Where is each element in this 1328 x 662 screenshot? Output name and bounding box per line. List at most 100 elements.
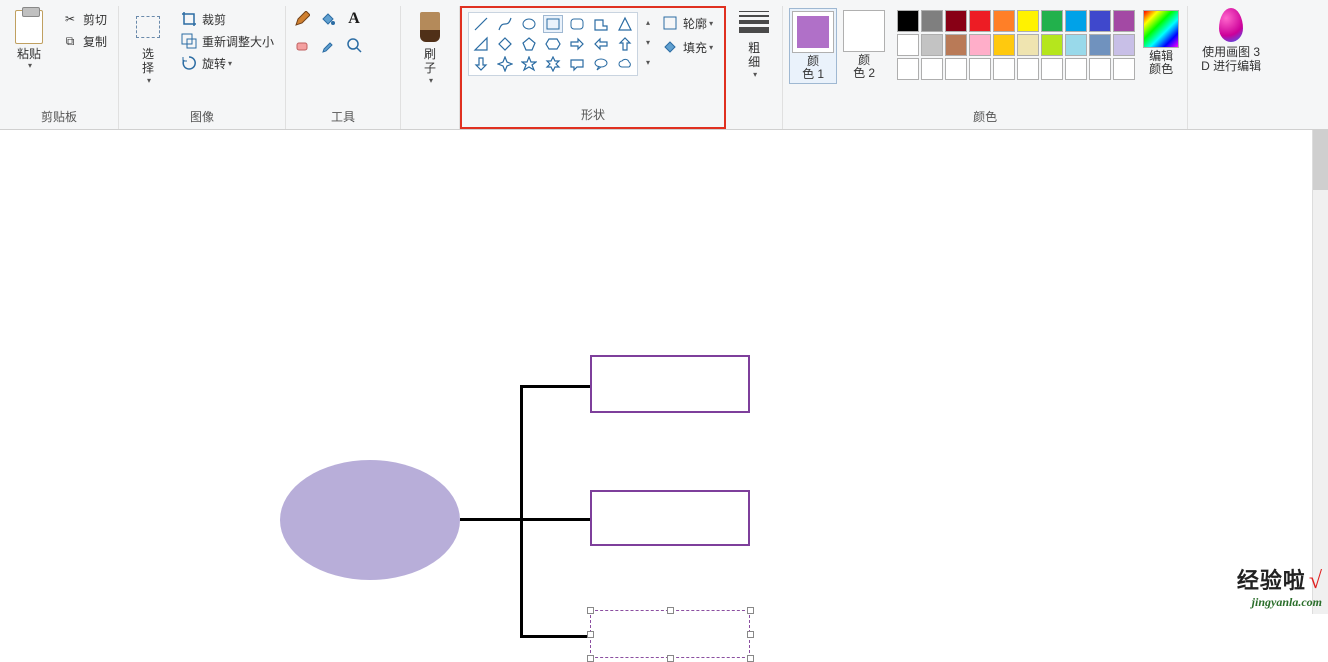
shape-diam[interactable]: [495, 35, 515, 53]
group-paint3d: 使用画图 3 D 进行编辑: [1188, 6, 1274, 129]
shape-rcall[interactable]: [567, 55, 587, 73]
canvas[interactable]: 经验啦 √ jingyanla.com: [0, 130, 1328, 614]
palette-color[interactable]: [945, 58, 967, 80]
shape-star6[interactable]: [543, 55, 563, 73]
resize-handle[interactable]: [747, 631, 754, 638]
palette-color[interactable]: [1113, 58, 1135, 80]
fill-tool[interactable]: [318, 10, 338, 28]
fill-bucket-icon: [661, 38, 679, 56]
outline-button[interactable]: 轮廓 ▾: [656, 12, 718, 34]
palette-color[interactable]: [1041, 10, 1063, 32]
color-picker-tool[interactable]: [318, 36, 338, 54]
color-palette: [891, 8, 1137, 82]
palette-color[interactable]: [921, 58, 943, 80]
palette-color[interactable]: [1113, 34, 1135, 56]
color1-button[interactable]: 颜 色 1: [789, 8, 837, 84]
rect-node[interactable]: [590, 610, 750, 658]
magnifier-tool[interactable]: [344, 36, 364, 54]
shape-hex[interactable]: [543, 35, 563, 53]
palette-color[interactable]: [945, 34, 967, 56]
palette-color[interactable]: [1041, 34, 1063, 56]
connector-line: [520, 518, 590, 521]
palette-color[interactable]: [1089, 58, 1111, 80]
select-label: 选 择: [142, 47, 154, 76]
palette-color[interactable]: [993, 10, 1015, 32]
rect-node[interactable]: [590, 355, 750, 413]
paint3d-button[interactable]: 使用画图 3 D 进行编辑: [1194, 6, 1268, 94]
resize-handle[interactable]: [747, 607, 754, 614]
palette-color[interactable]: [1065, 58, 1087, 80]
text-tool[interactable]: A: [344, 10, 364, 28]
paint3d-label: 使用画图 3 D 进行编辑: [1201, 45, 1261, 74]
resize-handle[interactable]: [587, 631, 594, 638]
shape-pent[interactable]: [519, 35, 539, 53]
fill-button[interactable]: 填充 ▾: [656, 36, 718, 58]
color2-button[interactable]: 颜 色 2: [841, 8, 887, 82]
vertical-scrollbar[interactable]: [1312, 130, 1328, 614]
shape-tri[interactable]: [615, 15, 635, 33]
shape-arrD[interactable]: [471, 55, 491, 73]
scroll-thumb[interactable]: [1313, 130, 1328, 190]
size-button[interactable]: 粗 细 ▾: [732, 6, 776, 94]
cut-button[interactable]: ✂ 剪切: [56, 8, 112, 30]
palette-color[interactable]: [897, 10, 919, 32]
rect-node[interactable]: [590, 490, 750, 546]
gallery-up-icon[interactable]: ▴: [646, 18, 650, 27]
copy-button[interactable]: ⧉ 复制: [56, 30, 112, 52]
shape-star5[interactable]: [519, 55, 539, 73]
select-button[interactable]: 选 择 ▾: [125, 8, 171, 96]
palette-color[interactable]: [1017, 34, 1039, 56]
palette-color[interactable]: [1065, 10, 1087, 32]
shape-star4[interactable]: [495, 55, 515, 73]
palette-color[interactable]: [897, 34, 919, 56]
gallery-more-icon[interactable]: ▾: [646, 58, 650, 67]
rotate-button[interactable]: 旋转 ▾: [175, 52, 279, 74]
eraser-tool[interactable]: [292, 36, 312, 54]
resize-button[interactable]: 重新调整大小: [175, 30, 279, 52]
paste-button[interactable]: 粘贴 ▾: [6, 8, 52, 96]
brushes-button[interactable]: 刷 子 ▾: [407, 8, 453, 96]
palette-color[interactable]: [993, 58, 1015, 80]
resize-handle[interactable]: [587, 607, 594, 614]
palette-color[interactable]: [969, 34, 991, 56]
palette-color[interactable]: [921, 34, 943, 56]
crop-button[interactable]: 裁剪: [175, 8, 279, 30]
palette-color[interactable]: [945, 10, 967, 32]
palette-color[interactable]: [969, 10, 991, 32]
ellipse-node[interactable]: [280, 460, 460, 580]
shape-arrL[interactable]: [591, 35, 611, 53]
shape-poly[interactable]: [591, 15, 611, 33]
shape-oval[interactable]: [519, 15, 539, 33]
shape-arrU[interactable]: [615, 35, 635, 53]
crop-label: 裁剪: [202, 11, 226, 28]
group-label-clipboard: 剪贴板: [6, 104, 112, 127]
resize-handle[interactable]: [587, 655, 594, 662]
palette-color[interactable]: [969, 58, 991, 80]
resize-handle[interactable]: [667, 607, 674, 614]
chevron-down-icon: ▾: [28, 61, 32, 70]
palette-color[interactable]: [1065, 34, 1087, 56]
palette-color[interactable]: [1017, 58, 1039, 80]
palette-color[interactable]: [1089, 34, 1111, 56]
palette-color[interactable]: [1017, 10, 1039, 32]
shape-rect[interactable]: [543, 15, 563, 33]
palette-color[interactable]: [921, 10, 943, 32]
palette-color[interactable]: [1089, 10, 1111, 32]
pencil-tool[interactable]: [292, 10, 312, 28]
palette-color[interactable]: [897, 58, 919, 80]
edit-colors-button[interactable]: 编辑 颜色: [1141, 8, 1181, 78]
palette-color[interactable]: [993, 34, 1015, 56]
resize-handle[interactable]: [747, 655, 754, 662]
gallery-down-icon[interactable]: ▾: [646, 38, 650, 47]
shape-curve[interactable]: [495, 15, 515, 33]
shape-line[interactable]: [471, 15, 491, 33]
shape-rtri[interactable]: [471, 35, 491, 53]
edit-colors-icon: [1143, 10, 1179, 48]
shape-rrect[interactable]: [567, 15, 587, 33]
shape-ocall[interactable]: [591, 55, 611, 73]
palette-color[interactable]: [1113, 10, 1135, 32]
shape-arrR[interactable]: [567, 35, 587, 53]
palette-color[interactable]: [1041, 58, 1063, 80]
resize-handle[interactable]: [667, 655, 674, 662]
shape-cloud[interactable]: [615, 55, 635, 73]
